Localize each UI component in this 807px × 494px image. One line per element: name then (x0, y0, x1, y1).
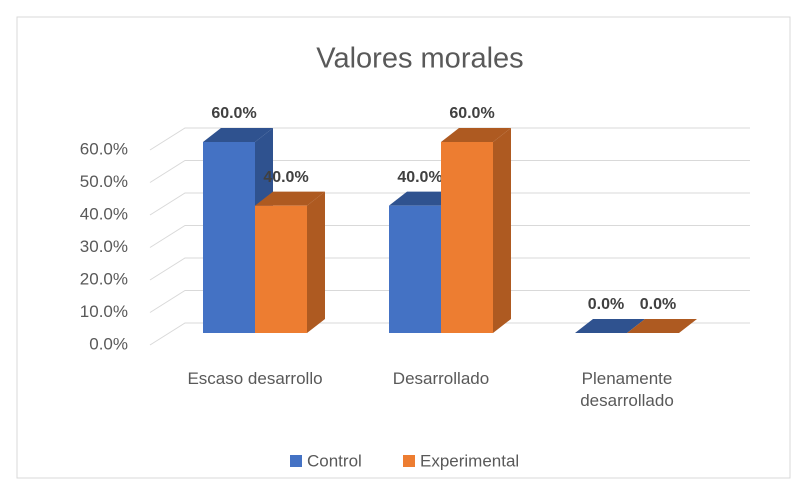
grid-line (149, 322, 750, 346)
bar-top (441, 128, 511, 142)
y-tick-label: 40.0% (80, 204, 128, 223)
x-tick-label: Plenamente desarrollado (580, 369, 674, 410)
bar-top (255, 191, 325, 206)
y-tick-label: 60.0% (80, 139, 128, 158)
data-label: 60.0% (211, 105, 256, 122)
y-tick-label: 20.0% (80, 269, 128, 288)
grid-line (149, 192, 750, 216)
bar-top (203, 128, 273, 142)
data-label: 60.0% (449, 105, 494, 122)
grid-line (149, 257, 750, 281)
y-tick-label: 10.0% (80, 302, 128, 321)
grid-line (149, 290, 750, 313)
data-label: 40.0% (397, 169, 442, 186)
chart-title: Valores morales (316, 43, 523, 75)
bar (203, 142, 255, 333)
grid-line (149, 127, 750, 151)
bar-side (307, 191, 325, 333)
data-label: 0.0% (640, 296, 676, 313)
grid-line (149, 160, 750, 183)
data-label: 0.0% (588, 296, 624, 313)
bar (389, 205, 441, 333)
y-tick-label: 50.0% (80, 172, 128, 191)
bar-side (493, 128, 511, 333)
legend-swatch (290, 455, 302, 467)
bar-top (575, 319, 645, 333)
grid-line (149, 225, 750, 248)
bar (255, 205, 307, 333)
bar-top (627, 319, 697, 333)
bar (441, 142, 493, 333)
data-label: 40.0% (263, 169, 308, 186)
x-tick-label: Escaso desarrollo (187, 369, 323, 388)
x-tick-label: Desarrollado (392, 369, 490, 388)
y-tick-label: 30.0% (80, 237, 128, 256)
legend-label: Experimental (420, 451, 519, 470)
legend-swatch (403, 455, 415, 467)
legend-label: Control (307, 451, 362, 470)
y-tick-label: 0.0% (89, 334, 128, 353)
